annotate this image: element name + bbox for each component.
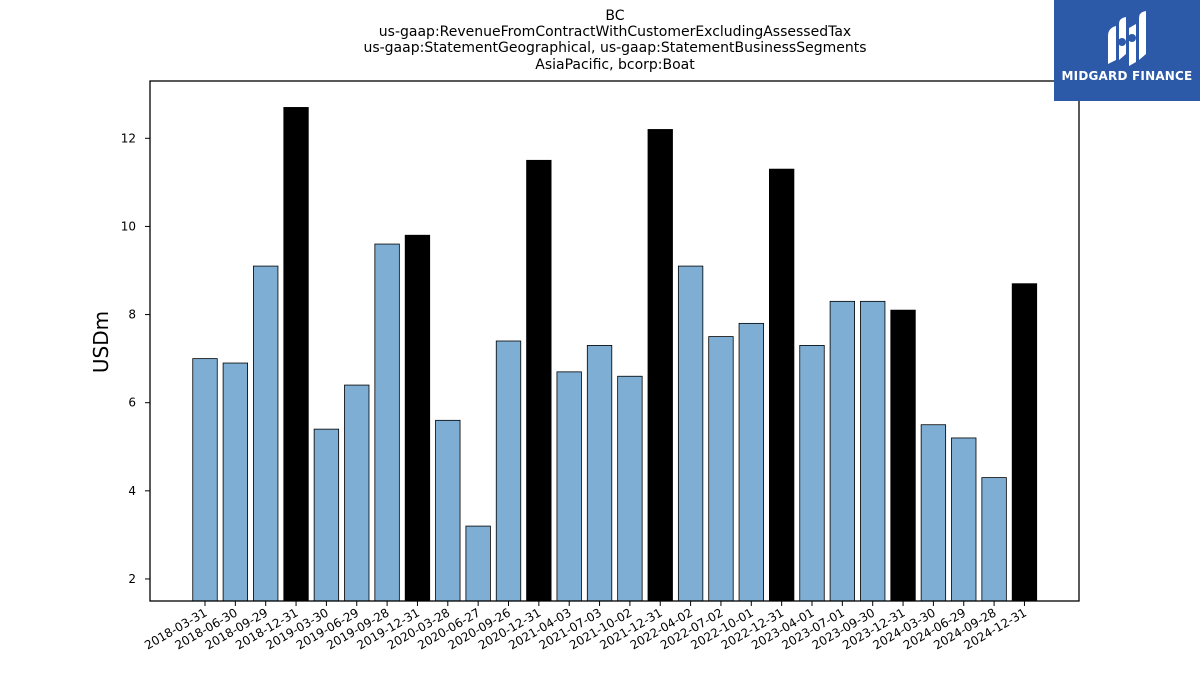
bar-2021-12-31 xyxy=(647,129,673,602)
title-line-1: BC xyxy=(605,8,624,24)
bar-2019-12-31 xyxy=(404,234,431,602)
bar-2019-03-30 xyxy=(313,428,340,602)
bar-2022-04-02 xyxy=(677,265,704,602)
bar-2019-06-29 xyxy=(344,384,370,602)
bar-2020-03-28 xyxy=(435,419,461,602)
bar-2021-07-03 xyxy=(586,345,613,602)
bar-2024-06-29 xyxy=(951,437,977,602)
bar-2020-12-31 xyxy=(526,159,552,602)
y-axis-ticks: 2 4 6 8 10 12 xyxy=(121,131,150,586)
title-line-3: us-gaap:StatementGeographical, us-gaap:S… xyxy=(363,40,866,56)
y-tick-label: 8 xyxy=(128,308,136,322)
title-line-2: us-gaap:RevenueFromContractWithCustomerE… xyxy=(379,24,851,40)
y-tick-label: 10 xyxy=(121,219,136,233)
midgard-logo-icon xyxy=(1108,11,1146,66)
bar-2024-09-28 xyxy=(981,477,1007,602)
bar-2018-09-29 xyxy=(253,265,279,602)
bar-2022-07-02 xyxy=(708,336,734,602)
bar-2020-09-26 xyxy=(495,340,522,602)
plot-frame xyxy=(149,80,1080,602)
brand-logo: MIDGARD FINANCE xyxy=(1054,0,1200,101)
bars-group xyxy=(192,107,1038,602)
bar-2022-10-01 xyxy=(738,322,764,602)
bar-2020-06-27 xyxy=(465,525,491,602)
bar-2023-09-30 xyxy=(860,300,886,602)
y-tick-label: 12 xyxy=(121,131,136,145)
y-tick-label: 4 xyxy=(128,484,136,498)
bar-2018-06-30 xyxy=(222,362,249,602)
bar-2023-07-01 xyxy=(829,300,855,602)
bar-2022-12-31 xyxy=(769,168,795,602)
bar-2021-10-02 xyxy=(617,375,643,602)
bar-2023-12-31 xyxy=(890,309,916,602)
bar-2023-04-01 xyxy=(799,345,825,602)
bar-2018-03-31 xyxy=(192,358,218,602)
bar-2024-03-30 xyxy=(920,424,947,602)
bar-2024-12-31 xyxy=(1011,283,1038,602)
bar-2021-04-03 xyxy=(556,371,582,602)
x-axis-ticks: 2018-03-312018-06-302018-09-292018-12-31… xyxy=(142,601,1029,652)
logo-text: MIDGARD FINANCE xyxy=(1061,69,1193,83)
chart-title: BC us-gaap:RevenueFromContractWithCustom… xyxy=(363,8,866,73)
y-tick-label: 2 xyxy=(128,572,136,586)
y-tick-label: 6 xyxy=(128,396,136,410)
title-line-4: AsiaPacific, bcorp:Boat xyxy=(535,57,695,73)
bar-2018-12-31 xyxy=(283,107,309,602)
bar-2019-09-28 xyxy=(374,243,400,602)
y-axis-label: USDm xyxy=(89,311,113,373)
